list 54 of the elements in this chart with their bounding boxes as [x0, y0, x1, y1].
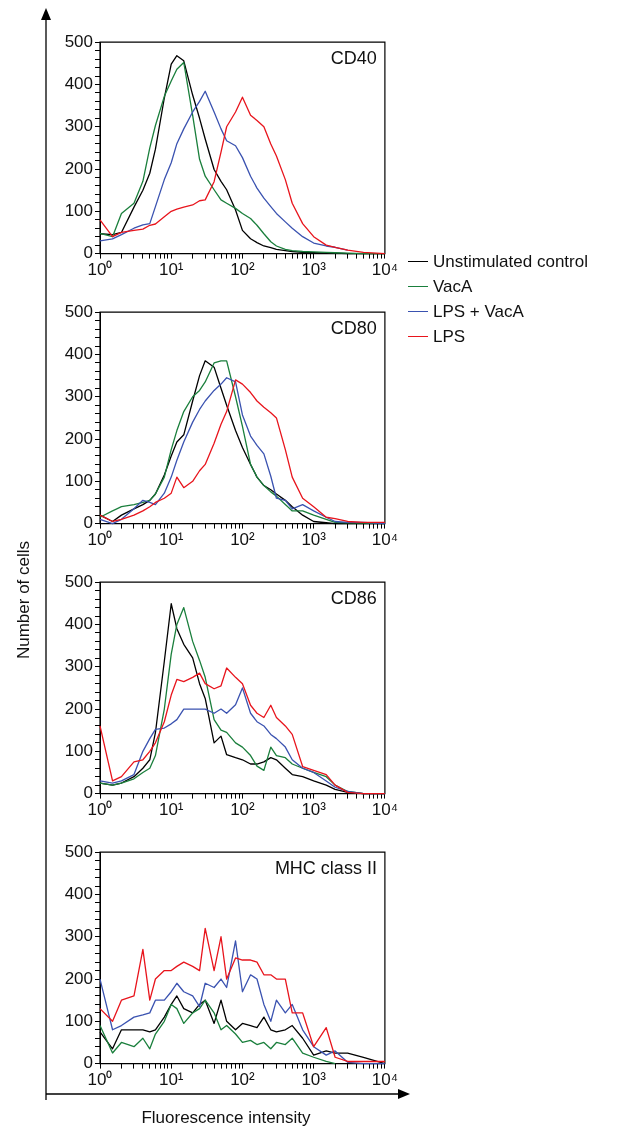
y-axis-title: Number of cells [14, 540, 34, 660]
x-tick-label: 10³ [301, 800, 327, 820]
x-tick-label: 10¹ [158, 1070, 184, 1090]
x-tick-label: 10⁰ [87, 530, 113, 550]
chart-title: CD86 [330, 588, 377, 609]
y-tick-label: 500 [64, 301, 93, 321]
legend-label: LPS + VacA [433, 301, 524, 323]
x-tick-label: 10² [230, 1070, 256, 1090]
x-tick-label: 10⁴ [371, 800, 398, 820]
y-tick-label: 100 [64, 1011, 93, 1031]
chart-title: CD80 [330, 318, 377, 339]
x-tick-label: 10⁰ [87, 800, 113, 820]
legend-label: LPS [433, 326, 466, 348]
x-tick-label: 10⁴ [371, 260, 398, 280]
y-tick-label: 100 [64, 201, 93, 221]
x-tick-label: 10³ [301, 1070, 327, 1090]
y-tick-label: 400 [64, 344, 93, 364]
x-tick-label: 10² [230, 800, 256, 820]
y-tick-label: 0 [83, 243, 93, 263]
x-tick-label: 10³ [301, 530, 327, 550]
y-tick-label: 0 [83, 783, 93, 803]
y-tick-label: 500 [64, 841, 93, 861]
y-tick-label: 300 [64, 656, 93, 676]
x-tick-label: 10⁴ [371, 1070, 398, 1090]
chart-title: MHC class II [274, 858, 377, 879]
x-tick-label: 10² [230, 260, 256, 280]
y-tick-label: 0 [83, 513, 93, 533]
y-tick-label: 500 [64, 571, 93, 591]
x-tick-label: 10² [230, 530, 256, 550]
y-tick-label: 200 [64, 698, 93, 718]
x-tick-label: 10¹ [158, 800, 184, 820]
y-tick-label: 500 [64, 31, 93, 51]
legend-label: Unstimulated control [433, 251, 588, 273]
x-tick-label: 10⁰ [87, 260, 113, 280]
chart-title: CD40 [330, 48, 377, 69]
y-tick-label: 200 [64, 968, 93, 988]
y-tick-label: 200 [64, 428, 93, 448]
x-axis-title: Fluorescence intensity [141, 1108, 311, 1128]
y-tick-label: 200 [64, 158, 93, 178]
y-tick-label: 300 [64, 116, 93, 136]
x-tick-label: 10¹ [158, 530, 184, 550]
y-tick-label: 400 [64, 614, 93, 634]
y-tick-label: 100 [64, 471, 93, 491]
x-tick-label: 10⁴ [371, 530, 398, 550]
x-tick-label: 10¹ [158, 260, 184, 280]
x-tick-label: 10³ [301, 260, 327, 280]
y-tick-label: 300 [64, 386, 93, 406]
y-tick-label: 0 [83, 1053, 93, 1073]
y-tick-label: 100 [64, 741, 93, 761]
legend-label: VacA [433, 276, 473, 298]
x-tick-label: 10⁰ [87, 1070, 113, 1090]
y-tick-label: 300 [64, 926, 93, 946]
y-tick-label: 400 [64, 74, 93, 94]
y-tick-label: 400 [64, 884, 93, 904]
